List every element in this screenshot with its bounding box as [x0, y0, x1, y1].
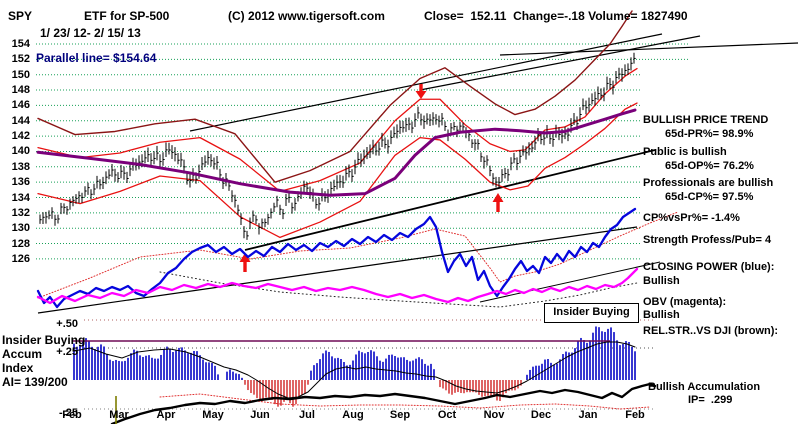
right-annotation: CLOSING POWER (blue): — [643, 261, 775, 273]
price-tick: 138 — [11, 160, 30, 173]
right-annotation: REL.STR..VS DJI (brown): — [643, 325, 779, 337]
scale-label: +.50 — [56, 318, 78, 330]
month-label: Sep — [389, 409, 411, 421]
right-annotation: 65d-PR%= 98.9% — [665, 128, 754, 140]
right-annotation: 65d-OP%= 76.2% — [665, 160, 754, 172]
lower-dotted-red-line — [159, 393, 651, 410]
month-label: Apr — [156, 409, 176, 421]
price-tick: 148 — [11, 84, 30, 97]
right-annotation: Bullish — [643, 309, 680, 321]
price-tick: 142 — [11, 130, 30, 143]
month-label: May — [202, 409, 224, 421]
price-tick: 132 — [11, 206, 30, 219]
right-annotation: IP= .299 — [688, 394, 733, 406]
date-range: 1/ 23/ 12- 2/ 15/ 13 — [40, 26, 141, 40]
obv-line — [36, 267, 639, 305]
chart-title: ETF for SP-500 — [84, 9, 170, 23]
month-label: Feb — [625, 409, 645, 421]
trendline — [244, 149, 656, 251]
price-tick: 146 — [11, 99, 30, 112]
accumulation-label-line: AI= 139/200 — [2, 375, 68, 389]
month-label: Feb — [62, 409, 82, 421]
accumulation-label-line: Accum — [2, 347, 43, 361]
accumulation-ma-line — [73, 341, 636, 399]
ticker-symbol: SPY — [8, 9, 33, 23]
price-tick: 154 — [11, 38, 30, 50]
copyright-text: (C) 2012 www.tigersoft.com — [228, 9, 385, 23]
purple-moving-average — [36, 108, 637, 197]
month-label: Oct — [437, 409, 457, 421]
price-tick: 126 — [11, 252, 30, 265]
right-annotation: Bullish — [643, 275, 680, 287]
right-annotation: Bullish Accumulation — [648, 381, 761, 393]
price-tick: 140 — [11, 145, 30, 158]
closing-power-line — [36, 207, 637, 309]
month-label: Jul — [299, 409, 315, 421]
scale-label: -.25 — [59, 407, 78, 419]
month-label: Jan — [578, 409, 598, 421]
trendline — [499, 42, 799, 56]
right-annotation: BULLISH PRICE TREND — [643, 114, 769, 126]
right-annotation: CP%vsPr%= -1.4% — [643, 212, 740, 224]
trendline — [479, 261, 661, 303]
right-annotation: 65d-CP%= 97.5% — [665, 191, 754, 203]
month-label: Mar — [109, 409, 129, 421]
month-label: Dec — [530, 409, 552, 421]
parallel-line-label: Parallel line= $154.64 — [36, 51, 157, 65]
price-tick: 152 — [11, 53, 30, 66]
outer-upper-band — [37, 10, 633, 183]
right-annotation: OBV (magenta): — [643, 296, 727, 308]
trendline — [37, 226, 638, 314]
quote-summary: Close= 152.11 Change=-.18 Volume= 182749… — [424, 9, 688, 23]
price-tick: 144 — [11, 114, 30, 127]
red-up-arrow — [239, 253, 251, 272]
lower-band — [37, 102, 638, 239]
right-annotation: Professionals are bullish — [643, 177, 774, 189]
red-up-arrow — [492, 193, 504, 212]
dotted-black-overlay — [159, 271, 638, 308]
price-tick: 128 — [11, 237, 30, 250]
accumulation-label-line: Index — [2, 361, 34, 375]
month-label: Jun — [250, 409, 270, 421]
price-tick: 136 — [11, 176, 30, 189]
scale-label: +.25 — [56, 346, 78, 358]
trendline — [419, 35, 701, 91]
price-tick: 130 — [11, 222, 30, 235]
month-label: Nov — [483, 409, 505, 421]
right-annotation: Strength Profess/Pub= 4 — [643, 234, 772, 246]
trendline — [189, 33, 663, 132]
dotted-red-overlay — [37, 211, 679, 299]
right-annotation: Public is bullish — [643, 146, 727, 158]
red-down-arrow — [415, 84, 427, 99]
relative-strength-line — [110, 382, 657, 424]
accumulation-label-line: Insider Buying — [2, 333, 86, 347]
price-tick: 134 — [11, 191, 30, 204]
insider-buying-box: Insider Buying — [544, 303, 639, 323]
month-label: Aug — [342, 409, 364, 421]
upper-band — [37, 67, 638, 193]
price-tick: 150 — [11, 68, 30, 81]
